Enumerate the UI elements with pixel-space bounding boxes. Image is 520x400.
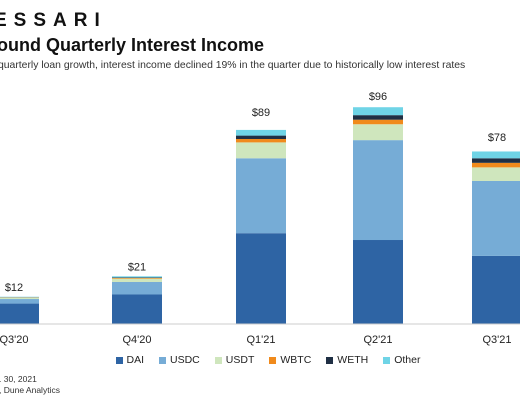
bar-usdt-3: [353, 124, 403, 141]
legend-label: USDC: [170, 354, 200, 366]
bar-usdt-0: [0, 297, 39, 300]
bar-usdc-2: [236, 158, 286, 234]
source-note: , Dune Analytics: [0, 385, 60, 395]
x-tick-label-2: Q1'21: [246, 334, 275, 346]
bar-dai-2: [236, 233, 286, 324]
x-tick-label-0: Q3'20: [0, 334, 29, 346]
bars-layer: [0, 107, 520, 324]
bar-other-2: [236, 129, 286, 136]
labels-layer: $12 Q3'20 $21 Q4'20 $89 Q1'21 $96 Q2'21 $78 Q3'21: [0, 91, 512, 346]
legend-item-usdc: USDC: [159, 354, 200, 366]
bar-wbtc-2: [236, 138, 286, 143]
legend-label: WETH: [337, 354, 369, 366]
total-label-4: $78: [488, 132, 506, 144]
legend-swatch: [269, 356, 277, 364]
legend-item-usdt: USDT: [214, 354, 255, 366]
bar-other-4: [472, 151, 520, 159]
legend-swatch: [383, 356, 391, 364]
bar-dai-1: [112, 294, 162, 324]
bar-other-1: [112, 276, 162, 278]
legend-label: WBTC: [280, 354, 312, 366]
bar-usdc-0: [0, 299, 39, 304]
x-tick-label-4: Q3'21: [482, 334, 511, 346]
bar-weth-2: [236, 135, 286, 139]
legend-item-other: Other: [383, 354, 420, 366]
legend-swatch: [214, 356, 222, 364]
bar-usdt-1: [112, 278, 162, 283]
legend-swatch: [326, 356, 334, 364]
bar-dai-4: [472, 255, 520, 324]
date-note: . 30, 2021: [0, 374, 37, 384]
total-label-1: $21: [128, 261, 146, 273]
legend-swatch: [159, 356, 167, 364]
x-tick-label-1: Q4'20: [122, 334, 151, 346]
x-tick-label-3: Q2'21: [363, 334, 392, 346]
bar-wbtc-1: [112, 277, 162, 279]
bar-dai-0: [0, 303, 39, 324]
bar-usdc-1: [112, 282, 162, 295]
bar-wbtc-3: [353, 119, 403, 125]
legend-swatch: [115, 356, 123, 364]
chart-legend: DAI USDC USDT WBTC WETH Other: [0, 352, 520, 368]
bar-usdc-4: [472, 180, 520, 256]
legend-label: DAI: [126, 354, 145, 366]
bar-usdc-3: [353, 140, 403, 241]
legend-item-weth: WETH: [326, 354, 368, 366]
total-label-3: $96: [369, 91, 387, 103]
messari-logo: ESSARI: [0, 10, 107, 31]
legend-item-dai: DAI: [115, 354, 145, 366]
bar-other-3: [353, 107, 403, 116]
chart-title: ound Quarterly Interest Income: [0, 35, 265, 55]
bar-dai-3: [353, 240, 403, 324]
bar-usdt-2: [236, 142, 286, 159]
bar-weth-4: [472, 158, 520, 163]
legend-label: Other: [394, 354, 421, 366]
bar-wbtc-4: [472, 162, 520, 168]
total-label-0: $12: [5, 282, 23, 294]
bar-weth-3: [353, 115, 403, 120]
chart-subtitle: quarterly loan growth, interest income d…: [0, 60, 466, 71]
legend-item-wbtc: WBTC: [269, 354, 311, 366]
total-label-2: $89: [252, 107, 270, 119]
bar-usdt-4: [472, 167, 520, 181]
legend-label: USDT: [225, 354, 255, 366]
